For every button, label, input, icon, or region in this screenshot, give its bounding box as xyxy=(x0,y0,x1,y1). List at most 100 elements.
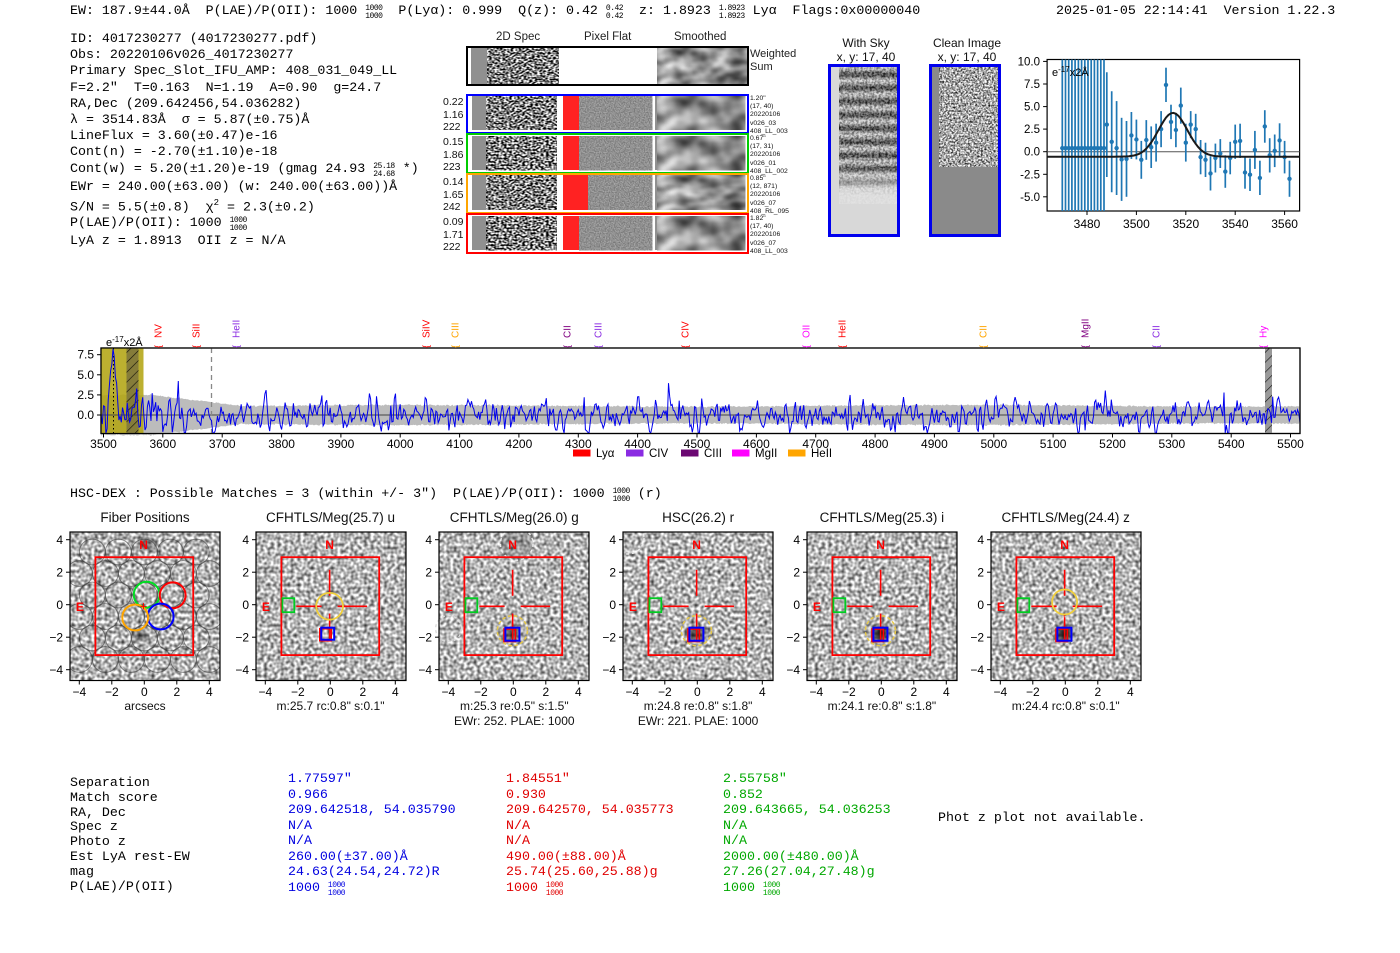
svg-text:CIV: CIV xyxy=(681,321,692,338)
svg-text:7.5: 7.5 xyxy=(1024,79,1040,91)
svg-text:7.5: 7.5 xyxy=(77,348,94,362)
svg-text:3500: 3500 xyxy=(1123,217,1150,231)
svg-text:3500: 3500 xyxy=(90,437,117,451)
svg-text:-5.0: -5.0 xyxy=(1020,192,1040,204)
svg-text:−4: −4 xyxy=(235,663,249,677)
svg-text:5300: 5300 xyxy=(1158,437,1185,451)
svg-text:HeII: HeII xyxy=(811,448,832,460)
svg-text:CIII: CIII xyxy=(704,448,722,460)
svg-text:−4: −4 xyxy=(419,663,433,677)
svg-text:{: { xyxy=(191,345,201,348)
svg-text:{: { xyxy=(1258,345,1268,348)
svg-text:0: 0 xyxy=(242,598,249,612)
svg-text:2: 2 xyxy=(910,685,917,699)
svg-text:0: 0 xyxy=(977,598,984,612)
svg-text:{: { xyxy=(231,345,241,348)
svg-text:CII: CII xyxy=(563,325,574,338)
svg-text:2: 2 xyxy=(543,685,550,699)
svg-text:3800: 3800 xyxy=(268,437,295,451)
svg-text:−2: −2 xyxy=(49,630,63,644)
svg-text:HeII: HeII xyxy=(232,320,243,338)
svg-text:4300: 4300 xyxy=(565,437,592,451)
svg-text:4: 4 xyxy=(609,533,616,547)
svg-text:4: 4 xyxy=(242,533,249,547)
svg-text:HeII: HeII xyxy=(838,320,849,338)
svg-text:N: N xyxy=(139,538,148,552)
svg-text:4: 4 xyxy=(1127,685,1134,699)
svg-text:0.0: 0.0 xyxy=(1024,147,1040,159)
svg-text:2: 2 xyxy=(173,685,180,699)
svg-text:−4: −4 xyxy=(970,663,984,677)
svg-text:0: 0 xyxy=(510,685,517,699)
svg-text:5000: 5000 xyxy=(980,437,1007,451)
svg-text:CII: CII xyxy=(979,325,990,338)
svg-text:−4: −4 xyxy=(786,663,800,677)
svg-text:4200: 4200 xyxy=(506,437,533,451)
svg-text:CII: CII xyxy=(1152,325,1163,338)
svg-text:−2: −2 xyxy=(235,630,249,644)
svg-text:0: 0 xyxy=(878,685,885,699)
svg-text:SiII: SiII xyxy=(192,324,203,338)
svg-text:2.5: 2.5 xyxy=(77,388,94,402)
svg-text:N: N xyxy=(876,538,885,552)
svg-text:−2: −2 xyxy=(842,685,856,699)
svg-text:−4: −4 xyxy=(72,685,86,699)
svg-text:4900: 4900 xyxy=(921,437,948,451)
svg-text:−2: −2 xyxy=(970,630,984,644)
svg-text:-2.5: -2.5 xyxy=(1020,169,1040,181)
svg-text:4: 4 xyxy=(206,685,213,699)
svg-text:−4: −4 xyxy=(626,685,640,699)
svg-text:{: { xyxy=(562,345,572,348)
svg-text:−4: −4 xyxy=(258,685,272,699)
svg-text:N: N xyxy=(1060,538,1069,552)
svg-text:{: { xyxy=(1080,345,1090,348)
svg-text:−4: −4 xyxy=(442,685,456,699)
svg-text:4: 4 xyxy=(56,533,63,547)
svg-text:2: 2 xyxy=(793,565,800,579)
svg-text:{: { xyxy=(680,345,690,348)
svg-text:{: { xyxy=(1151,345,1161,348)
svg-text:5200: 5200 xyxy=(1099,437,1126,451)
svg-text:2: 2 xyxy=(1094,685,1101,699)
svg-text:2: 2 xyxy=(56,565,63,579)
svg-text:0: 0 xyxy=(326,685,333,699)
svg-text:4: 4 xyxy=(426,533,433,547)
svg-text:5500: 5500 xyxy=(1277,437,1304,451)
svg-text:−4: −4 xyxy=(602,663,616,677)
svg-text:4: 4 xyxy=(943,685,950,699)
svg-text:0: 0 xyxy=(56,598,63,612)
svg-text:−4: −4 xyxy=(49,663,63,677)
svg-text:2: 2 xyxy=(426,565,433,579)
svg-text:−2: −2 xyxy=(658,685,672,699)
svg-text:CIII: CIII xyxy=(594,322,605,338)
svg-text:−2: −2 xyxy=(1026,685,1040,699)
svg-text:2.5: 2.5 xyxy=(1024,124,1040,136)
svg-text:{: { xyxy=(421,345,431,348)
svg-text:E: E xyxy=(261,600,269,614)
svg-text:{: { xyxy=(837,345,847,348)
svg-text:+: + xyxy=(140,599,148,614)
svg-text:E: E xyxy=(813,600,821,614)
svg-text:2: 2 xyxy=(242,565,249,579)
svg-text:−2: −2 xyxy=(474,685,488,699)
svg-text:{: { xyxy=(801,345,811,348)
svg-text:MgII: MgII xyxy=(755,448,777,460)
svg-text:2: 2 xyxy=(609,565,616,579)
svg-text:{: { xyxy=(450,345,460,348)
svg-text:−4: −4 xyxy=(809,685,823,699)
svg-text:e-17x2Å: e-17x2Å xyxy=(1052,65,1089,79)
svg-text:SiIV: SiIV xyxy=(422,319,433,338)
svg-text:3560: 3560 xyxy=(1271,217,1298,231)
svg-text:0: 0 xyxy=(793,598,800,612)
svg-text:0: 0 xyxy=(694,685,701,699)
svg-text:CIII: CIII xyxy=(451,322,462,338)
svg-text:0: 0 xyxy=(609,598,616,612)
svg-text:5100: 5100 xyxy=(1040,437,1067,451)
svg-text:4500: 4500 xyxy=(684,437,711,451)
svg-text:−2: −2 xyxy=(419,630,433,644)
svg-text:NV: NV xyxy=(154,324,165,338)
svg-text:2: 2 xyxy=(977,565,984,579)
svg-text:5.0: 5.0 xyxy=(77,368,94,382)
svg-text:0: 0 xyxy=(426,598,433,612)
svg-text:MgII: MgII xyxy=(1081,319,1092,338)
